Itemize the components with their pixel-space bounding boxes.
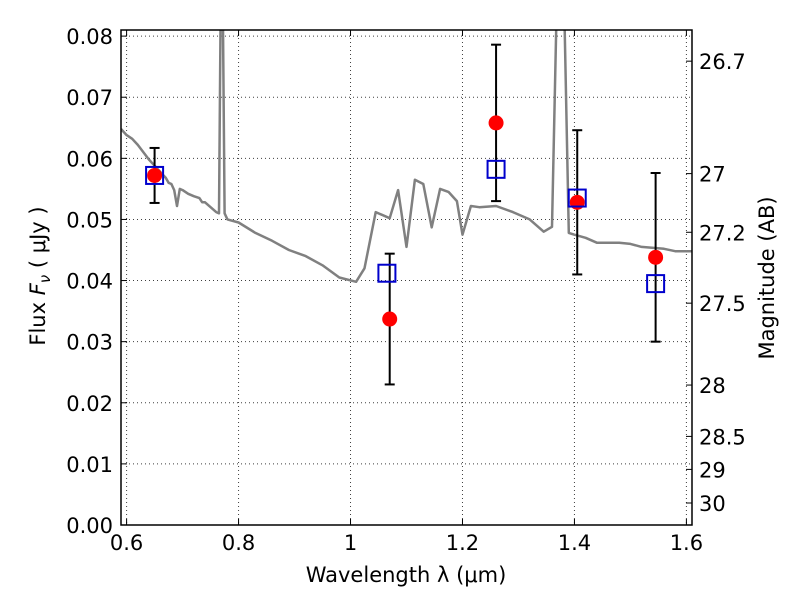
x-tick-label: 1.2 xyxy=(446,531,479,555)
y-axis-label-prefix: Flux xyxy=(26,295,50,345)
y2-tick-label: 27 xyxy=(699,163,726,187)
y2-tick-label: 28.5 xyxy=(699,425,746,449)
y-tick-label: 0.08 xyxy=(66,25,113,49)
tick-layer: 0.6 0.8 1 1.2 1.4 1.6 0.00 0.01 0.02 0.03 0.04 0.05… xyxy=(66,25,746,555)
y-axis-label-symbol: F xyxy=(26,282,50,295)
y2-tick-label: 30 xyxy=(699,492,726,516)
model-flux-point xyxy=(646,274,666,294)
model-flux-point xyxy=(567,188,587,208)
observed-flux-point xyxy=(147,167,163,183)
grid-layer xyxy=(121,30,692,525)
y-tick-label: 0.01 xyxy=(66,453,113,477)
y-tick-label: 0.04 xyxy=(66,270,113,294)
y-tick-label: 0.03 xyxy=(66,331,113,355)
y-axis-label: Flux Fν ( μJy ) xyxy=(26,206,54,345)
observed-flux-point xyxy=(569,194,585,210)
x-axis-label: Wavelength λ (μm) xyxy=(306,563,507,587)
data-point-layer xyxy=(145,43,666,386)
y-axis-label-subscript: ν xyxy=(36,275,54,283)
observed-flux-point xyxy=(648,249,664,265)
y-tick-label: 0.05 xyxy=(66,208,113,232)
y2-tick-label: 29 xyxy=(699,458,726,482)
y-tick-label: 0.02 xyxy=(66,392,113,416)
sed-model-line xyxy=(121,30,692,284)
y-axis-label-suffix: ( μJy ) xyxy=(26,206,50,274)
model-flux-point xyxy=(145,165,165,185)
plot-frame xyxy=(120,29,693,526)
observed-flux-point xyxy=(382,311,398,327)
observed-flux-point xyxy=(488,115,504,131)
y-tick-label: 0.06 xyxy=(66,147,113,171)
model-flux-point xyxy=(486,159,506,179)
y2-tick-label: 26.7 xyxy=(699,50,746,74)
y2-tick-label: 27.2 xyxy=(699,221,746,245)
x-tick-label: 0.8 xyxy=(222,531,255,555)
y2-axis-label: Magnitude (AB) xyxy=(755,196,779,359)
y-tick-label: 0.00 xyxy=(66,514,113,538)
y-tick-label: 0.07 xyxy=(66,86,113,110)
y2-tick-label: 27.5 xyxy=(699,292,746,316)
x-tick-label: 0.6 xyxy=(110,531,143,555)
x-tick-label: 1.6 xyxy=(670,531,703,555)
sed-line-layer xyxy=(121,30,692,284)
y2-tick-label: 28 xyxy=(699,374,726,398)
model-flux-point xyxy=(377,263,397,283)
x-tick-label: 1 xyxy=(344,531,357,555)
x-tick-label: 1.4 xyxy=(558,531,591,555)
